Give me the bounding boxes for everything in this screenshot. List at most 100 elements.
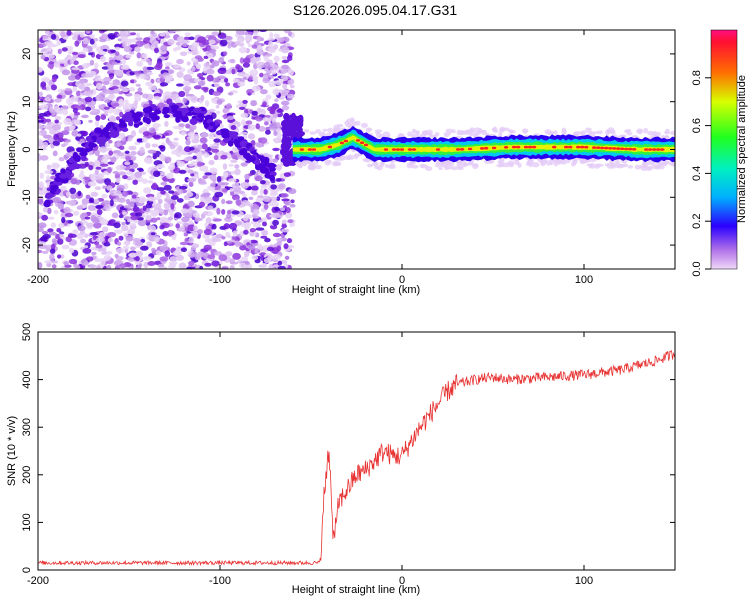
- carrier-halo-point: [343, 155, 352, 161]
- spectral-point: [77, 225, 86, 232]
- carrier-halo-point: [491, 127, 497, 132]
- spectral-point: [223, 36, 233, 40]
- spectral-point: [133, 93, 141, 98]
- y-tick-label: 300: [21, 418, 33, 436]
- spectral-point: [39, 172, 44, 179]
- spectral-point: [199, 265, 204, 269]
- spectral-point: [271, 117, 277, 125]
- spectrogram-y-ticks: -20 -10 0 10 20: [21, 48, 675, 253]
- arc-point: [233, 138, 239, 146]
- spectral-point: [95, 82, 103, 90]
- spectral-point: [262, 98, 268, 103]
- spectral-point: [220, 154, 228, 160]
- spectral-point: [188, 253, 196, 258]
- spectral-point: [121, 224, 129, 232]
- spectral-point: [38, 228, 44, 232]
- spectral-point: [50, 84, 58, 91]
- spectral-point: [85, 83, 93, 86]
- spectral-point: [275, 122, 281, 129]
- carrier-peak-point: [391, 148, 397, 151]
- spectral-point: [128, 222, 137, 227]
- spectral-point: [38, 198, 44, 205]
- spectral-point: [269, 32, 274, 39]
- spectral-point: [124, 161, 131, 166]
- carrier-peak-point: [339, 141, 345, 145]
- spectral-point: [85, 30, 91, 34]
- carrier-halo-point: [581, 130, 589, 134]
- spectral-point: [111, 212, 119, 219]
- spectral-point: [123, 216, 132, 220]
- spectral-point: [260, 184, 268, 189]
- spectral-point: [48, 137, 54, 144]
- spectral-point: [148, 127, 156, 134]
- spectral-point: [187, 207, 193, 214]
- spectral-point: [204, 262, 212, 267]
- spectral-point: [195, 63, 202, 70]
- spectral-point: [68, 258, 78, 265]
- carrier-peak-point: [576, 145, 581, 149]
- spectral-point: [147, 149, 157, 154]
- spectral-point: [265, 129, 271, 135]
- spectral-point: [38, 119, 45, 123]
- spectral-point: [84, 216, 91, 220]
- spectral-point: [60, 254, 65, 259]
- spectral-point: [72, 107, 78, 113]
- spectral-point: [262, 221, 267, 227]
- spectral-point: [202, 175, 208, 180]
- spectral-point: [223, 241, 228, 247]
- spectral-point: [242, 76, 248, 81]
- spectral-point: [55, 233, 61, 240]
- spectral-point: [109, 199, 114, 207]
- spectral-point: [167, 140, 172, 146]
- spectral-point: [141, 137, 148, 143]
- x-tick-label: -100: [209, 274, 231, 286]
- spectral-point: [276, 108, 284, 113]
- spectral-point: [107, 237, 114, 243]
- spectral-point: [44, 260, 53, 264]
- spectral-point: [231, 210, 240, 215]
- spectral-point: [225, 200, 233, 205]
- arc-point: [96, 136, 104, 142]
- arc-point: [149, 112, 158, 118]
- spectral-point: [281, 105, 290, 111]
- spectral-point: [270, 188, 278, 195]
- spectral-point: [95, 115, 101, 121]
- spectral-point: [75, 265, 81, 269]
- arc-point: [181, 116, 189, 123]
- spectral-point: [135, 256, 140, 262]
- spectral-point: [289, 204, 296, 208]
- spectral-point: [92, 108, 98, 113]
- spectral-point: [61, 217, 66, 224]
- spectral-point: [88, 100, 97, 106]
- carrier-peak-point: [604, 146, 609, 150]
- carrier-halo-point: [643, 162, 648, 169]
- spectral-point: [136, 32, 141, 39]
- spectral-point: [43, 134, 52, 139]
- spectral-point: [134, 171, 143, 178]
- spectral-point: [65, 236, 72, 243]
- spectral-point: [56, 94, 63, 99]
- spectral-point: [179, 226, 186, 231]
- spectral-point: [124, 99, 129, 105]
- spectral-point: [225, 231, 231, 238]
- spectral-point: [252, 217, 259, 222]
- spectral-point: [247, 124, 256, 131]
- spectral-point: [38, 91, 44, 98]
- spectral-point: [210, 182, 216, 188]
- spectral-point: [50, 162, 60, 170]
- spectral-point: [286, 238, 293, 244]
- spectral-point: [56, 40, 62, 46]
- spectral-point: [202, 211, 209, 216]
- spectral-point: [208, 159, 215, 166]
- spectral-point: [255, 227, 265, 231]
- carrier-halo-point: [315, 164, 322, 170]
- spectral-point: [176, 71, 184, 78]
- snr-x-ticks: -200 -100 0 100: [27, 332, 593, 587]
- spectral-point: [189, 146, 195, 151]
- arc-point: [282, 127, 290, 136]
- carrier-halo-point: [457, 159, 462, 165]
- spectral-point: [246, 88, 255, 94]
- spectral-point: [251, 255, 259, 260]
- carrier-halo-point: [555, 158, 564, 165]
- arc-point: [189, 118, 198, 125]
